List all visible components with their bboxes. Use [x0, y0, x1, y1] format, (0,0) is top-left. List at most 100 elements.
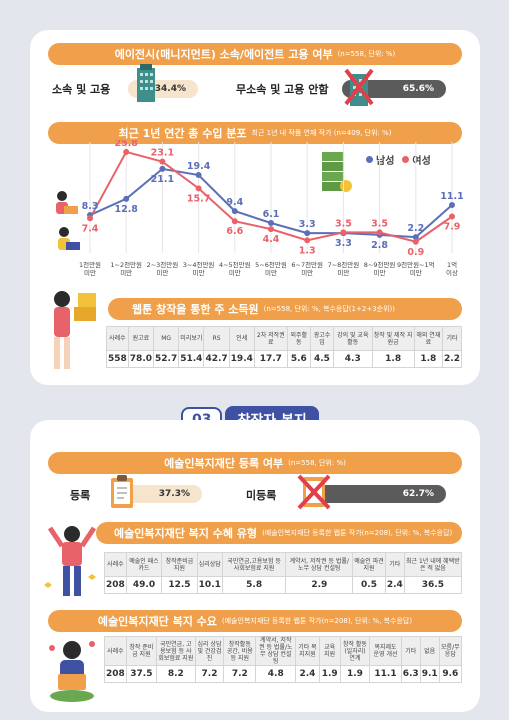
benefit-value-cell: 36.5: [403, 576, 463, 594]
data-label-female: 23.1: [151, 148, 174, 159]
demand-value-cell: 208: [104, 665, 127, 683]
income-source-value-cell: 17.7: [253, 350, 288, 368]
x-tick-label: 3~4천만원 미만: [183, 260, 215, 277]
demand-header-cell: 계약서, 저작권 등 법률/노무 상담 컨설팅: [255, 636, 297, 666]
legend-male-label: 남성: [376, 156, 395, 167]
point-male: [123, 195, 130, 202]
income-banner: 최근 1년 연간 총 수입 분포 최근 1년 내 작품 연재 작가 (n=409…: [48, 122, 462, 144]
data-label-female: 4.4: [263, 234, 280, 245]
demand-header-cell: 사례수: [104, 636, 127, 666]
benefit-value-cell: 2.4: [384, 576, 405, 594]
x-tick-label: 1억 이상: [446, 261, 458, 277]
agency-no-label: 무소속 및 고용 안함: [236, 83, 329, 96]
data-label-male: 3.3: [299, 219, 316, 230]
reg-no-value: 62.7%: [402, 489, 434, 499]
data-label-male: 12.8: [114, 204, 138, 215]
benefit-header-cell: 최근 1년 내에 혜택받은 적 없음: [403, 552, 463, 577]
channel-banner-title: 웹툰 창작을 통한 주 소득원: [132, 303, 259, 316]
benefit-value-cell: 12.5: [161, 576, 198, 594]
demand-header-cell: 모름/무응답: [438, 636, 463, 666]
point-female: [159, 158, 166, 165]
demand-value-cell: 9.6: [438, 665, 463, 683]
point-female: [87, 215, 93, 222]
point-male: [231, 208, 238, 215]
registration-banner: 예술인복지재단 등록 여부 (n=558, 단위: %): [48, 452, 462, 474]
income-source-value-cell: 42.7: [203, 350, 230, 368]
demand-banner-title: 예술인복지재단 복지 수요: [97, 615, 217, 628]
x-tick-label: 7~8천만원 미만: [328, 260, 360, 277]
clipboard-icon: [111, 475, 133, 508]
agency-yes-value: 34.4%: [154, 84, 186, 94]
point-male: [449, 201, 455, 208]
agency-banner-sub: (n=558, 단위: %): [337, 50, 396, 58]
income-source-value-cell: 4.5: [309, 350, 335, 368]
no-clipboard-icon: [297, 474, 331, 510]
reg-yes-pill: 37.3%: [122, 485, 202, 503]
demand-banner: 예술인복지재단 복지 수요 (예술인복지재단 등록한 웹툰 작가(n=208),…: [48, 610, 462, 632]
income-line-chart: 8.3 12.8 21.1 19.4 9.4 6.1 3.3 3.3 2.8 2.2 11.1 7.4…: [79, 140, 464, 277]
demand-value-cell: 9.1: [419, 665, 440, 683]
income-source-value-cell: 51.4: [178, 350, 205, 368]
point-female: [123, 148, 130, 155]
legend-female-swatch: [402, 156, 410, 163]
laptop-person-icon: [49, 641, 95, 702]
demand-value-cell: 2.4: [295, 665, 320, 683]
demand-value-cell: 7.2: [223, 665, 257, 683]
data-label-male: 6.1: [263, 209, 280, 220]
data-label-female: 7.4: [82, 223, 99, 234]
income-source-header-cell: 해외 연재료: [413, 326, 443, 351]
data-label-female: 0.9: [407, 247, 424, 258]
income-source-value-cell: 78.0: [127, 350, 155, 368]
benefit-header-cell: 기타: [384, 552, 405, 577]
data-label-male: 2.2: [407, 223, 424, 234]
demand-header-row: 사례수 창작 준비금 지원 국민연금, 고용보험 등 사회보험료 지원 심리 상담 및…: [104, 636, 463, 666]
demand-value-cell: 6.3: [400, 665, 421, 683]
reg-yes-value: 37.3%: [158, 489, 190, 499]
income-source-header-cell: 창작 및 제작 지원금: [371, 326, 415, 351]
benefit-header-cell: 국민연금,고용보험 등 사회보험료 지원: [221, 552, 287, 577]
benefit-header-cell: 계약서, 저작권 등 법률/노무 상담 컨설팅: [285, 552, 354, 577]
income-source-header-row: 사례수 원고료 MG 미리보기 RS 인세 2차 저작권료 외주활동 광고수입 강의 및 교육 활…: [106, 326, 463, 351]
demand-header-cell: 복지제도 운영 개선: [369, 636, 402, 666]
demand-value-cell: 37.5: [125, 665, 157, 683]
data-label-male: 11.1: [440, 191, 463, 202]
data-label-female: 6.6: [226, 226, 243, 237]
demand-header-cell: 없음: [419, 636, 440, 666]
x-tick-label: 2~3천만원 미만: [147, 260, 179, 277]
income-source-table: 사례수 원고료 MG 미리보기 RS 인세 2차 저작권료 외주활동 광고수입 강의 및 교육 활…: [106, 326, 463, 368]
x-tick-label: 1~2천만원 미만: [110, 260, 142, 277]
data-label-male: 9.4: [226, 197, 243, 208]
point-male: [195, 172, 202, 179]
point-female: [449, 213, 455, 220]
demand-header-cell: 교육 지원: [318, 636, 341, 666]
income-source-header-cell: 원고료: [127, 326, 155, 351]
benefit-value-cell: 208: [104, 576, 127, 594]
income-source-value-cell: 19.4: [228, 350, 255, 368]
agency-yes-label: 소속 및 고용: [52, 83, 111, 96]
data-label-female: 1.3: [299, 245, 316, 256]
benefit-banner: 예술인복지재단 복지 수혜 유형 (예술인복지재단 등록한 웹툰 작가(n=20…: [96, 522, 462, 544]
income-source-value-row: 558 78.0 52.7 51.4 42.7 19.4 17.7 5.6 4.5 4.3 1.8 1…: [106, 350, 463, 368]
income-source-value-cell: 52.7: [153, 350, 180, 368]
data-label-male: 3.3: [335, 238, 352, 249]
demand-header-cell: 창작 활동 (일자리) 연계: [339, 636, 371, 666]
demand-value-row: 208 37.5 8.2 7.2 7.2 4.8 2.4 1.9 1.9 11.1 6.3 9.1 9.…: [104, 665, 463, 683]
income-source-value-cell: 1.8: [371, 350, 415, 368]
data-label-male: 8.3: [82, 201, 99, 212]
workers-illustration-icon: [56, 191, 80, 250]
registration-banner-title: 예술인복지재단 등록 여부: [164, 457, 284, 470]
point-female: [376, 229, 383, 236]
registration-banner-sub: (n=558, 단위: %): [288, 459, 346, 467]
income-source-value-cell: 4.3: [333, 350, 373, 368]
agency-banner: 에이전시(매니지먼트) 소속/에이전트 고용 여부 (n=558, 단위: %): [48, 43, 462, 65]
point-male: [268, 219, 274, 226]
demand-header-cell: 창작활동 공간, 비용 등 지원: [223, 636, 257, 666]
benefit-table: 사례수 예술인 패스카드 창작준비금 지원 심리상담 국민연금,고용보험 등 사회보험료…: [104, 552, 463, 594]
data-label-female: 7.9: [444, 222, 461, 233]
building-icon: [137, 64, 155, 102]
point-female: [304, 237, 311, 244]
point-female: [195, 185, 202, 192]
chart-legend: 남성 여성: [366, 152, 431, 167]
income-banner-sub: 최근 1년 내 작품 연재 작가 (n=409, 단위: %): [251, 129, 392, 137]
demand-header-cell: 국민연금, 고용보험 등 사회보험료 지원: [155, 636, 196, 666]
